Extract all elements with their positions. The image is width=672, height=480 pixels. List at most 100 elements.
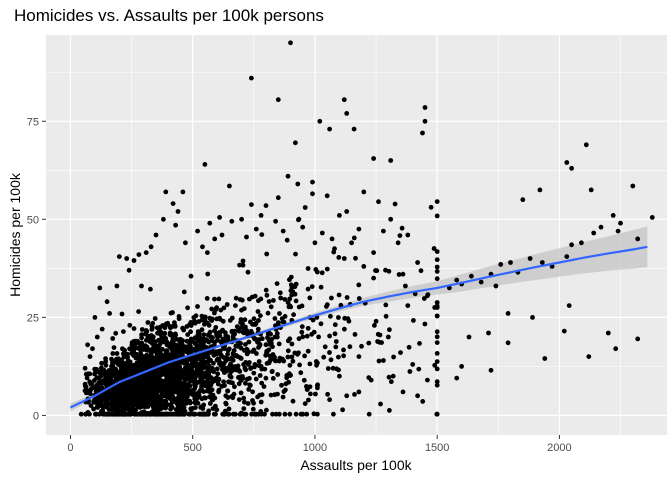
data-point	[263, 203, 269, 209]
data-point	[193, 313, 199, 319]
data-point	[246, 339, 252, 345]
data-point	[143, 328, 149, 333]
data-point	[434, 264, 440, 270]
data-point	[127, 346, 132, 352]
data-point	[238, 411, 243, 417]
data-point	[315, 385, 320, 391]
data-point	[564, 160, 570, 165]
data-point	[139, 401, 145, 407]
data-point	[282, 411, 288, 417]
data-point	[618, 220, 623, 226]
data-point	[162, 330, 168, 336]
data-point	[218, 307, 224, 313]
data-point	[434, 382, 440, 388]
data-point	[185, 347, 191, 352]
data-point	[137, 354, 143, 360]
data-point	[263, 287, 269, 293]
data-point	[160, 393, 165, 399]
data-point	[396, 272, 402, 277]
data-point	[99, 326, 105, 332]
data-point	[309, 284, 315, 289]
data-point	[285, 354, 291, 360]
data-point	[116, 254, 122, 259]
data-point	[222, 370, 227, 375]
data-point	[125, 389, 131, 394]
data-point	[126, 381, 131, 386]
data-point	[259, 411, 264, 417]
data-point	[216, 377, 222, 382]
data-point	[310, 179, 315, 185]
data-point	[201, 411, 207, 417]
data-point	[299, 329, 305, 335]
data-point	[231, 411, 236, 417]
x-tick-label: 2000	[547, 442, 571, 454]
data-point	[150, 409, 155, 415]
data-point	[387, 408, 392, 413]
data-point	[256, 359, 262, 364]
data-point	[145, 360, 151, 366]
data-point	[189, 363, 195, 369]
data-point	[174, 350, 180, 355]
data-point	[275, 320, 281, 325]
data-point	[248, 383, 253, 388]
data-point	[270, 344, 275, 350]
data-point	[107, 378, 112, 384]
data-point	[272, 358, 278, 363]
data-point	[293, 411, 299, 417]
data-point	[187, 340, 193, 346]
data-point	[283, 387, 288, 393]
x-tick-label: 1500	[425, 442, 449, 454]
data-point	[351, 126, 357, 132]
data-point	[159, 335, 165, 341]
data-point	[165, 377, 171, 383]
data-point	[332, 331, 338, 337]
data-point	[134, 411, 140, 417]
data-point	[153, 395, 159, 401]
data-point	[196, 319, 202, 324]
data-point	[153, 232, 159, 238]
chart-title: Homicides vs. Assaults per 100k persons	[14, 6, 324, 25]
data-point	[342, 326, 347, 332]
data-point	[197, 411, 203, 417]
data-point	[128, 392, 133, 398]
data-point	[319, 230, 325, 236]
data-point	[434, 300, 440, 305]
data-point	[208, 381, 214, 386]
data-point	[148, 376, 153, 382]
data-point	[301, 377, 307, 383]
data-point	[263, 375, 269, 381]
data-point	[258, 296, 264, 302]
data-point	[120, 346, 125, 352]
x-tick-label: 0	[67, 442, 73, 454]
data-point	[188, 273, 194, 279]
data-point	[288, 372, 293, 378]
data-point	[588, 187, 594, 193]
data-point	[97, 285, 103, 291]
data-point	[100, 408, 106, 413]
data-point	[291, 312, 296, 318]
data-point	[287, 411, 293, 417]
data-point	[336, 354, 341, 360]
data-point	[238, 390, 244, 396]
data-point	[330, 365, 336, 371]
data-point	[434, 359, 440, 364]
data-point	[383, 313, 389, 319]
data-point	[239, 216, 245, 222]
data-point	[327, 333, 332, 339]
data-point	[87, 354, 93, 359]
data-point	[243, 342, 248, 347]
data-point	[237, 355, 243, 360]
data-point	[277, 311, 282, 316]
data-point	[469, 273, 474, 279]
data-point	[141, 377, 147, 383]
data-point	[466, 334, 472, 340]
data-point	[201, 402, 207, 408]
data-point	[434, 366, 440, 372]
data-point	[87, 411, 92, 417]
data-point	[118, 365, 124, 370]
data-point	[164, 402, 170, 408]
data-point	[214, 407, 220, 413]
data-point	[169, 342, 175, 347]
data-point	[85, 388, 90, 393]
data-point	[298, 370, 304, 376]
